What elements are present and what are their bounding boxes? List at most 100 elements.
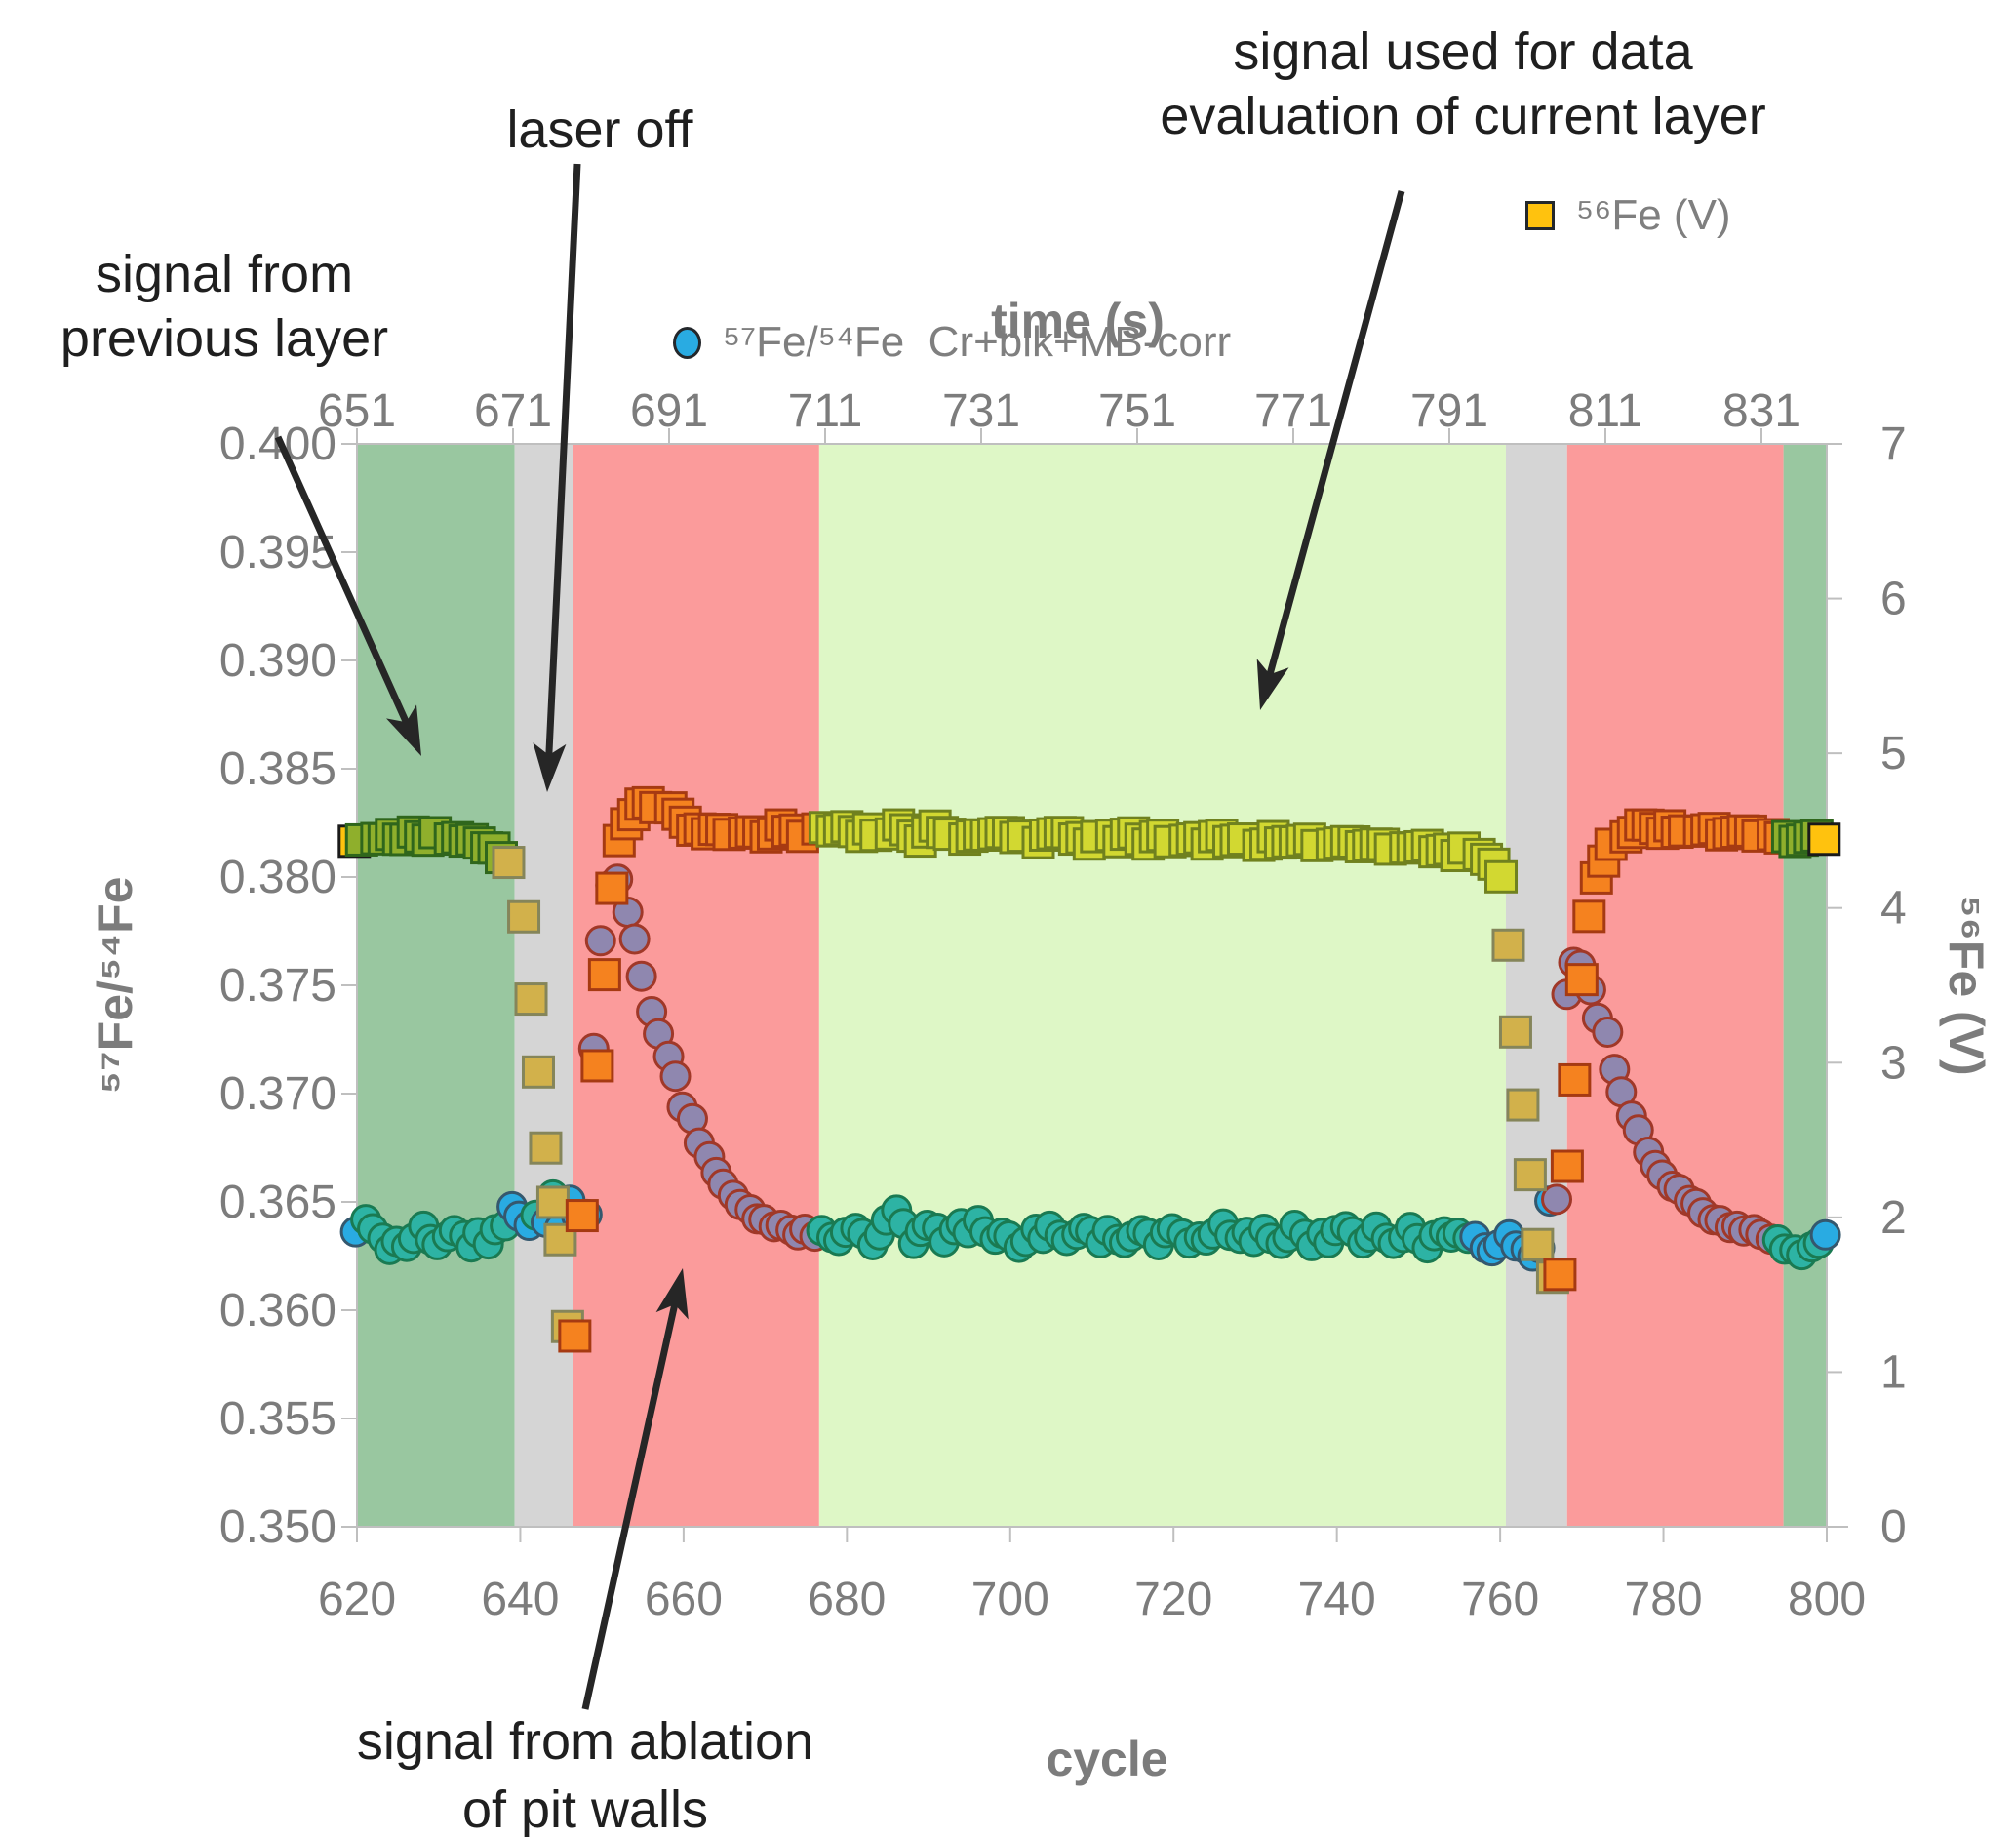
x-bottom-tick-label: 620 bbox=[318, 1574, 396, 1625]
annotation-line: signal from ablation bbox=[356, 1712, 814, 1771]
legend-item-fe56: ⁵⁶Fe (V) bbox=[1525, 191, 1731, 240]
arrow-laser-off-shaft bbox=[545, 163, 581, 760]
x-bottom-tick-label: 780 bbox=[1625, 1574, 1703, 1625]
data-point-square bbox=[587, 958, 621, 992]
data-point-circle bbox=[1541, 1183, 1573, 1216]
annotation-previous-layer: signal from previous layer bbox=[0, 242, 449, 371]
data-point-square bbox=[1807, 822, 1841, 857]
x-top-tick-label: 731 bbox=[942, 385, 1020, 437]
x-bottom-tick-label: 760 bbox=[1461, 1574, 1539, 1625]
data-point-square bbox=[1521, 1227, 1555, 1261]
arrow-current-layer-head bbox=[1256, 659, 1289, 710]
y-left-tick-label: 0.390 bbox=[219, 635, 336, 687]
arrow-previous-layer-shaft bbox=[274, 435, 412, 728]
legend-label: ⁵⁷Fe/⁵⁴Fe Cr+blk+MB-corr bbox=[723, 318, 1232, 366]
annotation-laser-off: laser off bbox=[439, 98, 761, 162]
annotation-current-layer: signal used for data evaluation of curre… bbox=[1034, 20, 1892, 148]
x-bottom-tick-label: 640 bbox=[481, 1574, 559, 1625]
data-point-square bbox=[1550, 1149, 1584, 1183]
y-left-tick-label: 0.365 bbox=[219, 1177, 336, 1228]
data-point-square bbox=[1506, 1088, 1540, 1122]
data-point-circle bbox=[1592, 1016, 1624, 1048]
x-bottom-tick-label: 740 bbox=[1298, 1574, 1376, 1625]
x-top-tick-label: 831 bbox=[1722, 385, 1800, 437]
annotation-line: of pit walls bbox=[461, 1780, 709, 1837]
data-point-square bbox=[1558, 1062, 1592, 1097]
x-bottom-tick-label: 680 bbox=[808, 1574, 886, 1625]
y-right-tick-label: 0 bbox=[1880, 1501, 1907, 1553]
x-top-axis-title: time (s) bbox=[991, 294, 1165, 348]
data-point-square bbox=[1484, 859, 1519, 894]
x-top-tick-label: 691 bbox=[630, 385, 708, 437]
annotation-line: signal used for data bbox=[1233, 22, 1693, 81]
x-top-tick-label: 771 bbox=[1254, 385, 1332, 437]
data-point-square bbox=[529, 1131, 563, 1165]
data-point-square bbox=[514, 982, 548, 1017]
y-right-tick-label: 5 bbox=[1880, 728, 1907, 779]
x-bottom-tick-label: 700 bbox=[971, 1574, 1049, 1625]
y-left-tick-label: 0.375 bbox=[219, 960, 336, 1012]
data-point-circle bbox=[618, 923, 651, 955]
x-bottom-tick-label: 720 bbox=[1134, 1574, 1212, 1625]
annotation-line: previous layer bbox=[59, 309, 389, 368]
data-point-square bbox=[1572, 899, 1606, 934]
x-top-tick-label: 791 bbox=[1410, 385, 1488, 437]
data-point-square bbox=[492, 846, 526, 880]
arrow-previous-layer-head bbox=[386, 704, 421, 756]
annotation-line: laser off bbox=[506, 100, 693, 159]
data-point-square bbox=[580, 1049, 614, 1083]
y-left-tick-label: 0.380 bbox=[219, 852, 336, 903]
data-point-square bbox=[595, 871, 629, 905]
legend-item-ratio: ⁵⁷Fe/⁵⁴Fe Cr+blk+MB-corr bbox=[673, 318, 1231, 367]
y-right-tick-label: 2 bbox=[1880, 1192, 1907, 1244]
square-marker-icon bbox=[1525, 201, 1555, 230]
data-point-square bbox=[1543, 1258, 1577, 1292]
data-point-square bbox=[507, 899, 541, 934]
arrow-pit-walls-shaft bbox=[581, 1299, 680, 1710]
x-top-tick-label: 711 bbox=[788, 385, 863, 437]
y-left-axis-title: ⁵⁷Fe/⁵⁴Fe bbox=[88, 876, 142, 1095]
data-point-circle bbox=[1809, 1218, 1841, 1251]
y-right-tick-label: 7 bbox=[1880, 419, 1907, 470]
phase-band-dark_green bbox=[357, 444, 515, 1527]
arrow-laser-off-head bbox=[533, 742, 567, 792]
data-point-circle bbox=[625, 960, 657, 992]
phase-band-dark_green bbox=[1783, 444, 1827, 1527]
y-left-tick-label: 0.350 bbox=[219, 1501, 336, 1553]
x-top-tick-label: 751 bbox=[1098, 385, 1176, 437]
y-left-tick-label: 0.355 bbox=[219, 1393, 336, 1445]
y-right-tick-label: 4 bbox=[1880, 883, 1907, 935]
x-top-tick-label: 651 bbox=[318, 385, 396, 437]
x-bottom-tick-label: 800 bbox=[1788, 1574, 1866, 1625]
arrow-current-layer-shaft bbox=[1265, 190, 1405, 680]
data-point-square bbox=[535, 1185, 570, 1219]
data-point-square bbox=[558, 1319, 592, 1353]
data-point-circle bbox=[659, 1060, 692, 1093]
data-point-square bbox=[565, 1199, 599, 1233]
x-bottom-tick-label: 660 bbox=[645, 1574, 723, 1625]
data-point-circle bbox=[584, 925, 616, 957]
annotation-line: signal from bbox=[95, 245, 354, 303]
x-bottom-axis-title: cycle bbox=[1046, 1732, 1168, 1786]
circle-marker-icon bbox=[673, 326, 701, 359]
arrow-pit-walls-head bbox=[655, 1268, 689, 1320]
annotation-pit-walls: signal from ablation of pit walls bbox=[263, 1707, 907, 1837]
y-right-tick-label: 1 bbox=[1880, 1346, 1907, 1398]
legend-label: ⁵⁶Fe (V) bbox=[1576, 191, 1731, 239]
annotation-line: evaluation of current layer bbox=[1160, 87, 1766, 145]
phase-band-light_green bbox=[818, 444, 1506, 1527]
data-point-square bbox=[1491, 928, 1525, 962]
y-right-tick-label: 6 bbox=[1880, 574, 1907, 625]
y-left-tick-label: 0.395 bbox=[219, 527, 336, 579]
y-right-tick-label: 3 bbox=[1880, 1037, 1907, 1089]
x-top-tick-label: 671 bbox=[474, 385, 552, 437]
y-left-tick-label: 0.385 bbox=[219, 743, 336, 795]
y-left-tick-label: 0.370 bbox=[219, 1068, 336, 1120]
data-point-square bbox=[521, 1055, 555, 1089]
data-point-square bbox=[1564, 963, 1599, 997]
x-top-tick-label: 811 bbox=[1568, 385, 1643, 437]
y-left-tick-label: 0.360 bbox=[219, 1285, 336, 1337]
data-point-square bbox=[1498, 1015, 1532, 1049]
